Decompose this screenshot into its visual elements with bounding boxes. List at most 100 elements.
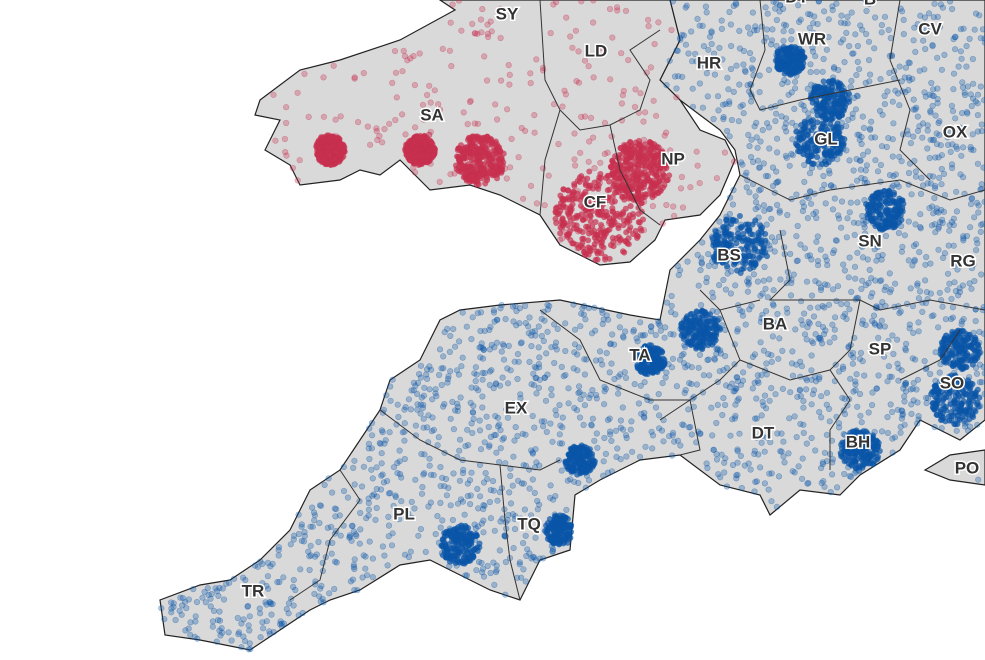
dot (896, 102, 903, 109)
dot (676, 34, 684, 42)
dot (534, 506, 541, 513)
dot (647, 161, 654, 168)
dot (466, 98, 474, 106)
dot (590, 244, 597, 251)
dot (449, 1, 456, 8)
dot (385, 522, 393, 529)
dot (655, 391, 662, 398)
dot (474, 485, 481, 493)
dot (321, 134, 328, 141)
dot (960, 235, 967, 242)
dot (935, 397, 942, 404)
dot (419, 484, 426, 491)
dot (872, 277, 879, 284)
dot (399, 429, 406, 436)
dot (761, 448, 768, 455)
dot (698, 260, 706, 267)
dot (168, 609, 175, 616)
dot (837, 134, 844, 141)
dot (827, 182, 835, 189)
dot (950, 86, 957, 93)
dot (969, 397, 976, 405)
dot (873, 221, 880, 228)
dot (668, 452, 676, 459)
dot (779, 80, 786, 87)
dot (942, 316, 950, 323)
dot (818, 393, 825, 400)
dot (438, 365, 445, 372)
dot (480, 517, 487, 524)
dot (843, 234, 850, 241)
dot (709, 289, 716, 296)
dot (440, 353, 447, 360)
dot (930, 388, 938, 395)
dot (332, 513, 339, 520)
dot (420, 116, 427, 123)
dot (411, 169, 419, 176)
dot (868, 118, 875, 125)
dot (351, 565, 358, 573)
dot (737, 452, 745, 460)
dot (682, 41, 690, 48)
dot (887, 34, 894, 42)
dot (610, 243, 617, 250)
dot (949, 304, 957, 311)
dot (488, 341, 495, 348)
dot (484, 133, 491, 140)
dot (753, 395, 760, 402)
dot (649, 432, 657, 439)
dot (947, 409, 955, 416)
dot (786, 415, 793, 422)
dot (452, 343, 459, 350)
dot (944, 270, 952, 277)
dot (659, 176, 666, 183)
dot (384, 478, 391, 485)
dot (485, 443, 493, 450)
dot (368, 419, 376, 427)
dot (246, 613, 253, 620)
dot (805, 318, 812, 326)
dot (722, 286, 730, 293)
dot (936, 289, 943, 296)
dot (479, 393, 486, 400)
dot (807, 200, 815, 207)
dot (597, 45, 604, 52)
dot (412, 422, 420, 429)
dot (366, 425, 373, 432)
dot (655, 412, 663, 419)
dot (662, 324, 669, 331)
dot (559, 203, 567, 210)
dot (756, 88, 763, 96)
dot (755, 204, 762, 211)
dot (853, 71, 860, 79)
dot (846, 254, 853, 261)
dot (658, 148, 665, 156)
dot (925, 10, 933, 17)
dot (890, 120, 897, 127)
dot (647, 64, 655, 71)
dot (523, 552, 530, 560)
dot (511, 437, 518, 444)
dot (426, 82, 433, 89)
dot (444, 325, 451, 333)
dot (805, 10, 812, 18)
dot (716, 44, 723, 52)
dot (640, 413, 648, 420)
dot (412, 158, 419, 165)
dot (228, 637, 235, 644)
dot (870, 312, 878, 319)
dot (938, 181, 945, 188)
dot (578, 113, 585, 120)
dot (585, 158, 592, 165)
dot (912, 168, 920, 175)
dot (619, 404, 626, 411)
dot (407, 548, 414, 555)
dot (974, 111, 982, 119)
dot (697, 267, 704, 274)
dot (378, 460, 385, 467)
dot (730, 186, 737, 194)
dot (507, 164, 514, 171)
dots (158, 0, 985, 653)
dot (526, 358, 533, 366)
dot (959, 79, 966, 86)
